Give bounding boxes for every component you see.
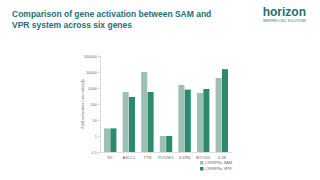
logo-name: horizon [263, 5, 306, 19]
tick: NT [108, 152, 114, 160]
x-axis: NT ASCL1 TTN POU5F1 IL1RN MYOD1 IL1B [101, 152, 233, 160]
legend: CRISPRa SAMCRISPRa VPR [200, 160, 232, 171]
legend-label: CRISPRa SAM [205, 160, 232, 165]
legend-swatch [200, 167, 204, 171]
tick-label: 100 [90, 102, 97, 107]
tick-mark [98, 88, 100, 89]
bars [104, 69, 228, 152]
tick-label: NT [108, 155, 114, 160]
tick-label: 0.1 [91, 150, 97, 155]
tick-mark [98, 104, 100, 105]
tick-label: 1 [95, 134, 98, 139]
bar [129, 97, 135, 152]
tick-mark [98, 72, 100, 73]
tick: 10000 [86, 70, 100, 75]
tick-label: 1000 [88, 86, 98, 91]
tick-label: ASCL1 [122, 155, 135, 160]
title: Comparison of gene activation between SA… [12, 9, 211, 30]
tick-label: 10000 [86, 70, 98, 75]
tick: POU5F1 [158, 152, 174, 160]
tick-mark [98, 56, 100, 57]
tick: 100 [90, 102, 100, 107]
bar [110, 128, 116, 152]
tick-label: IL1B [218, 155, 227, 160]
bar [197, 93, 203, 152]
legend-swatch [200, 161, 204, 165]
tick-label: MYOD1 [196, 155, 211, 160]
tick: MYOD1 [196, 152, 211, 160]
tick: TTN [144, 152, 152, 160]
axis-line [98, 57, 101, 153]
tick: 0.1 [91, 150, 100, 155]
y-axis-title: Fold activation (normalized) [80, 79, 85, 129]
bar [216, 78, 222, 152]
bar [178, 85, 184, 152]
axis-line [101, 152, 233, 153]
tick-mark [98, 120, 100, 121]
logo: horizonINSPIRED CELL SOLUTIONS [263, 5, 306, 23]
tick: 10 [93, 118, 100, 123]
tick: 1 [95, 134, 100, 139]
tick-label: 100000 [84, 54, 98, 59]
tick-label: POU5F1 [158, 155, 174, 160]
bar [185, 90, 191, 152]
tick-label: TTN [144, 155, 152, 160]
bar [141, 72, 147, 152]
tick-label: IL1RN [179, 155, 190, 160]
tick: ASCL1 [122, 152, 135, 160]
bar [203, 89, 209, 152]
bar [104, 128, 110, 152]
bar [148, 92, 154, 152]
slide: Comparison of gene activation between SA… [0, 0, 320, 180]
tick-mark [98, 152, 100, 153]
tick: 100000 [84, 54, 100, 59]
tick: IL1B [218, 152, 227, 160]
logo-tagline: INSPIRED CELL SOLUTIONS [263, 19, 306, 23]
tick-label: 10 [93, 118, 98, 123]
y-axis: 0.1 1 10 100 1000 10000 100000 [84, 54, 101, 155]
tick: IL1RN [179, 152, 190, 160]
bar [222, 69, 228, 152]
tick-mark [98, 136, 100, 137]
bar [123, 92, 129, 152]
tick: 1000 [88, 86, 100, 91]
bar [160, 136, 166, 152]
legend-label: CRISPRa VPR [205, 166, 232, 171]
bar [166, 136, 172, 152]
